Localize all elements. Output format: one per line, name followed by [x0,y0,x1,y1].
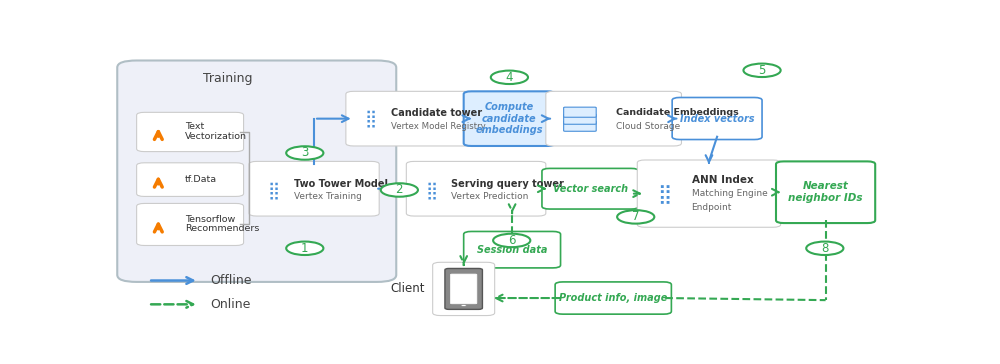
Text: 8: 8 [821,242,829,255]
FancyBboxPatch shape [464,91,555,146]
Text: Tensorflow: Tensorflow [185,215,235,224]
FancyBboxPatch shape [542,169,639,209]
Text: Compute
candidate
embeddings: Compute candidate embeddings [476,102,543,135]
FancyBboxPatch shape [137,163,244,197]
Text: 5: 5 [758,64,766,77]
Text: Client: Client [390,282,425,296]
FancyBboxPatch shape [249,161,379,216]
FancyBboxPatch shape [464,232,561,268]
Text: Matching Engine: Matching Engine [692,189,767,198]
FancyBboxPatch shape [117,60,396,282]
Text: Online: Online [210,298,251,311]
Circle shape [491,71,528,84]
Text: Endpoint: Endpoint [692,203,732,212]
FancyBboxPatch shape [555,282,671,314]
Text: Index vectors: Index vectors [680,114,754,123]
Text: 7: 7 [632,210,639,223]
FancyBboxPatch shape [672,98,762,139]
Text: Nearest
neighbor IDs: Nearest neighbor IDs [788,181,863,203]
Text: Cloud Storage: Cloud Storage [616,122,680,131]
Text: Two Tower Model: Two Tower Model [294,179,388,189]
Text: Text: Text [185,122,204,131]
Circle shape [806,242,843,255]
FancyBboxPatch shape [776,161,875,223]
Text: ⣿: ⣿ [268,181,280,199]
Circle shape [493,234,530,247]
Text: ⣿: ⣿ [657,186,672,205]
Circle shape [381,183,418,197]
FancyBboxPatch shape [450,274,477,304]
Text: ⣿: ⣿ [425,181,437,199]
FancyBboxPatch shape [564,121,596,131]
Text: Candidate Embeddings: Candidate Embeddings [616,108,738,117]
Circle shape [286,242,323,255]
Text: Recommenders: Recommenders [185,224,259,233]
Text: tf.Data: tf.Data [185,175,217,184]
FancyBboxPatch shape [445,269,482,309]
Circle shape [286,146,323,160]
Text: 4: 4 [506,71,513,84]
Text: Serving query tower: Serving query tower [451,179,564,189]
Text: Vertex Training: Vertex Training [294,191,362,201]
Text: Vectorization: Vectorization [185,132,247,141]
Text: Vertex Prediction: Vertex Prediction [451,191,529,201]
FancyBboxPatch shape [433,262,495,316]
Text: ANN Index: ANN Index [692,175,753,185]
Text: Candidate tower: Candidate tower [391,108,482,118]
FancyBboxPatch shape [406,161,546,216]
Circle shape [743,64,781,77]
FancyBboxPatch shape [546,91,681,146]
Text: 6: 6 [508,234,515,247]
FancyBboxPatch shape [137,203,244,245]
Text: Session data: Session data [477,245,547,255]
Text: Product info, image: Product info, image [559,293,667,303]
FancyBboxPatch shape [564,107,596,117]
Circle shape [461,304,466,306]
Text: ⣿: ⣿ [365,110,377,128]
Text: Vertex Model Registry: Vertex Model Registry [391,122,486,131]
Text: 2: 2 [396,183,403,197]
Text: Vector search: Vector search [553,184,628,194]
FancyBboxPatch shape [137,112,244,151]
FancyBboxPatch shape [637,160,781,227]
Text: 1: 1 [301,242,309,255]
FancyBboxPatch shape [346,91,474,146]
Text: Offline: Offline [210,274,252,287]
Text: 3: 3 [301,146,308,159]
Text: Training: Training [203,72,253,85]
Circle shape [617,210,654,223]
FancyBboxPatch shape [564,114,596,124]
